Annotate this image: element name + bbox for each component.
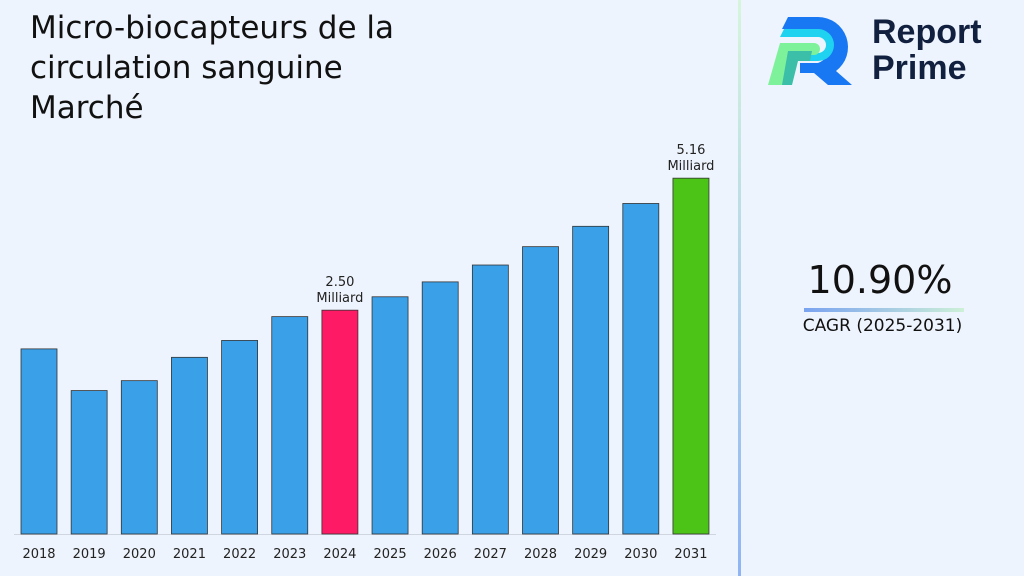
bar-2023 [271,316,309,535]
brand-line-2: Prime [872,49,967,87]
report-prime-logo-icon [768,17,852,85]
data-label: 2.50 [325,275,354,290]
x-tick-label: 2018 [22,547,55,562]
x-tick-label: 2027 [474,547,507,562]
divider [738,0,741,576]
data-label: Milliard [316,291,363,306]
x-tick-label: 2026 [424,547,457,562]
brand-line-1: Report [872,13,982,51]
bar-2018 [20,348,58,535]
bar-2027 [471,264,509,535]
x-tick-label: 2028 [524,547,557,562]
brand-name: Report Prime [872,14,982,86]
bar-2029 [572,225,610,535]
x-tick-label: 2031 [674,547,707,562]
x-tick-label: 2024 [323,547,356,562]
chart-title: Micro-biocapteurs de la circulation sang… [30,10,395,126]
bar-2028 [522,246,559,535]
x-tick-label: 2019 [73,547,106,562]
x-tick-label: 2021 [173,547,206,562]
bar-2031 [672,177,710,535]
x-tick-label: 2025 [374,547,407,562]
cagr-underline [804,308,964,312]
bar-2030 [622,203,660,535]
cagr-value: 10.90% [807,258,953,302]
x-tick-label: 2023 [273,547,306,562]
x-tick-label: 2030 [624,547,657,562]
bar-2021 [171,356,208,535]
bar-2026 [421,281,459,535]
cagr-label: CAGR (2025-2031) [802,316,963,336]
data-label: 5.16 [676,143,705,158]
x-tick-label: 2029 [574,547,607,562]
bar-2024 [321,309,359,535]
bar-2020 [120,380,158,535]
data-label: Milliard [667,159,714,174]
bar-2022 [221,340,259,535]
bar-2025 [371,296,409,535]
x-tick-label: 2020 [123,547,156,562]
bar-2019 [70,390,108,535]
bar-chart: 2018 2019 2020 2021 2022 2023 20242.50Milliard… [14,143,716,562]
x-tick-label: 2022 [223,547,256,562]
